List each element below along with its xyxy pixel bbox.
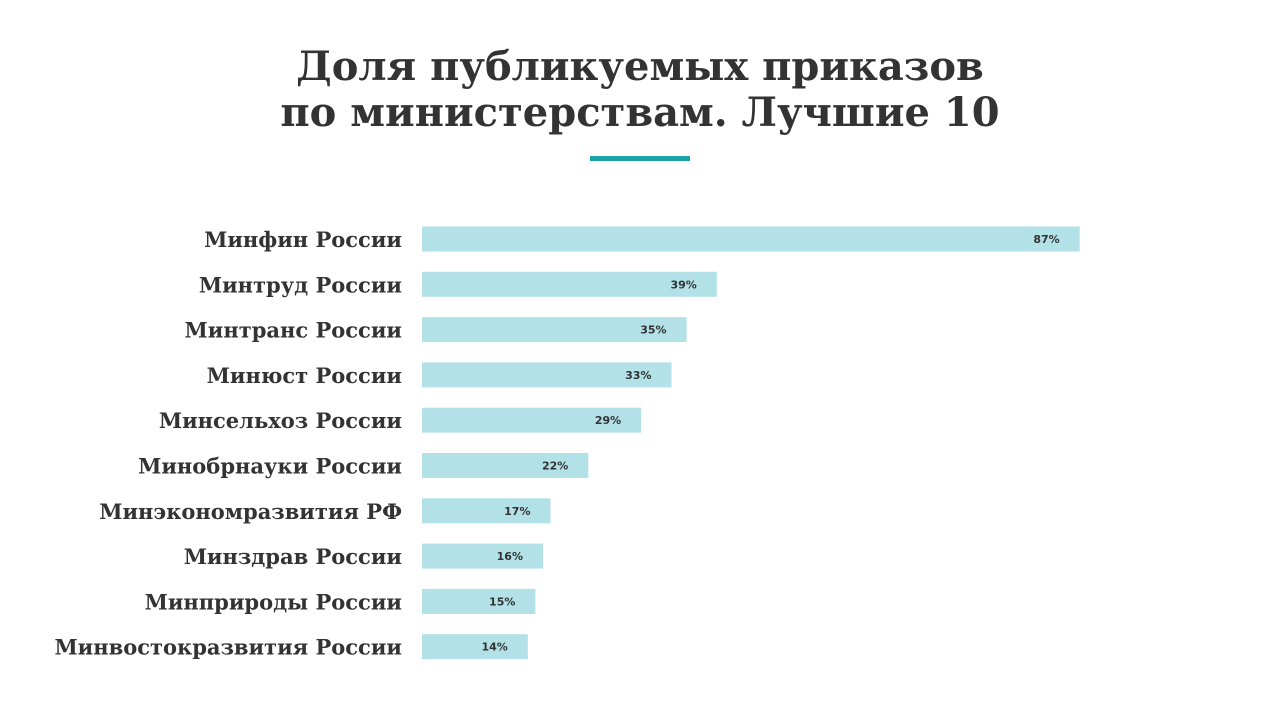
value-label-10: 14% <box>481 641 507 654</box>
category-label-9: Минприроды России <box>145 589 402 614</box>
bar-10 <box>422 634 528 660</box>
category-label-2: Минтруд России <box>199 272 402 297</box>
bar-1 <box>422 226 1080 252</box>
title-underline <box>590 156 690 161</box>
category-label-3: Минтранс России <box>185 318 403 343</box>
chart-title-line-2: по министерствам. Лучшие 10 <box>280 89 1000 136</box>
value-label-2: 39% <box>670 278 696 291</box>
bar-3 <box>422 317 687 343</box>
bar-6 <box>422 453 589 478</box>
category-label-7: Минэкономразвития РФ <box>99 499 402 524</box>
value-label-4: 33% <box>625 369 651 382</box>
category-label-5: Минсельхоз России <box>159 408 402 433</box>
category-label-6: Минобрнауки России <box>138 454 402 479</box>
value-label-6: 22% <box>542 460 568 473</box>
value-label-7: 17% <box>504 505 530 518</box>
value-label-3: 35% <box>640 324 666 337</box>
chart-title-line-1: Доля публикуемых приказов <box>296 43 984 90</box>
value-label-5: 29% <box>595 414 621 427</box>
chart-title: Доля публикуемых приказов по министерств… <box>0 44 1280 136</box>
bar-7 <box>422 498 551 524</box>
category-label-4: Минюст России <box>207 363 402 388</box>
value-label-9: 15% <box>489 595 515 608</box>
category-label-1: Минфин России <box>204 227 402 252</box>
bar-5 <box>422 407 642 433</box>
bar-8 <box>422 543 543 569</box>
category-label-8: Минздрав России <box>184 544 402 569</box>
category-label-10: Минвостокразвития России <box>54 635 402 660</box>
value-label-1: 87% <box>1033 233 1059 246</box>
bar-4 <box>422 362 672 388</box>
value-label-8: 16% <box>497 550 523 563</box>
bar-9 <box>422 588 536 614</box>
bar-2 <box>422 271 717 297</box>
